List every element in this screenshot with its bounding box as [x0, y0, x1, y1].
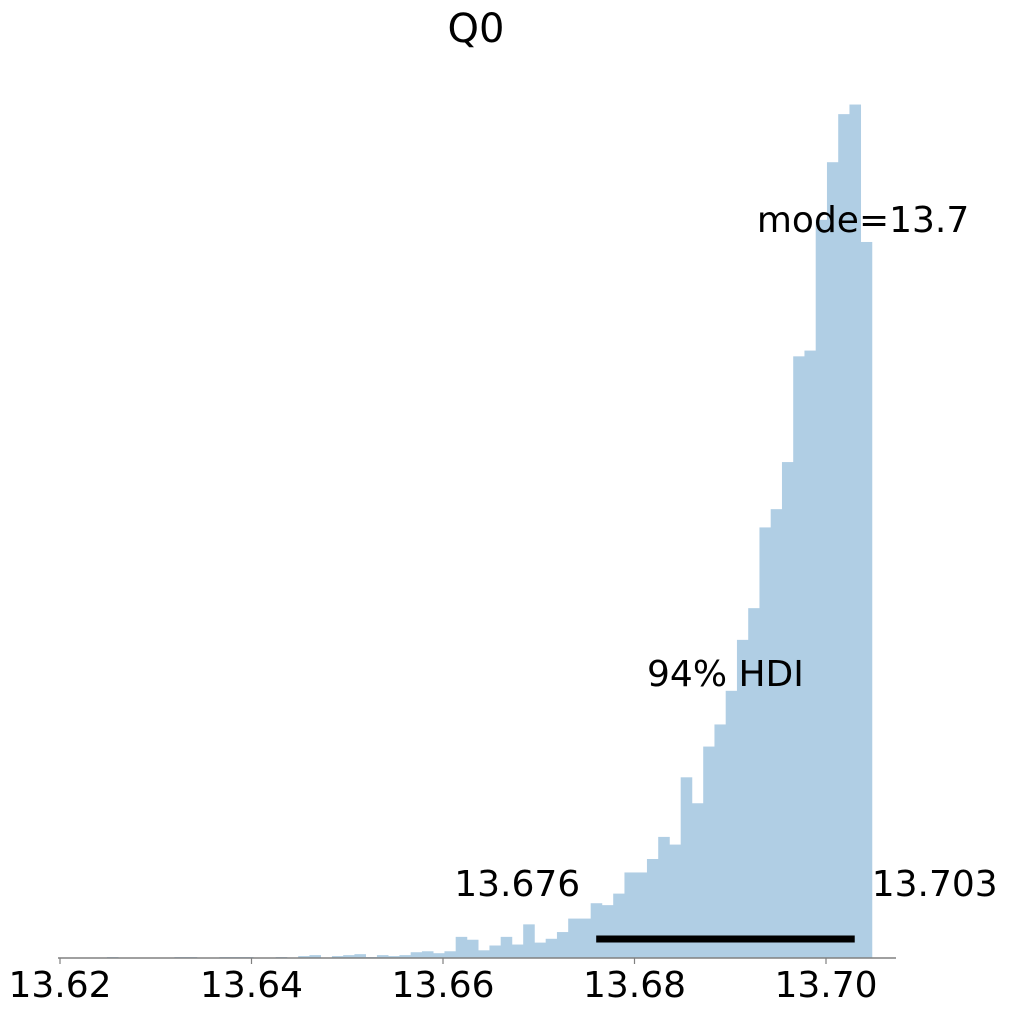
histogram-bar	[489, 945, 501, 958]
histogram-bar	[534, 942, 546, 958]
histogram-bar	[376, 955, 389, 958]
histogram-bar	[748, 608, 760, 958]
histogram-bar	[703, 746, 715, 958]
chart-title: Q0	[448, 6, 505, 52]
histogram-bar	[466, 939, 479, 958]
histogram-bar	[736, 639, 749, 958]
histogram-bar	[545, 938, 558, 958]
histogram-bar	[568, 918, 580, 958]
histogram-bar	[601, 905, 614, 958]
histogram-bar	[331, 956, 344, 958]
histogram-bar	[388, 956, 400, 958]
histogram-bars	[106, 104, 873, 959]
histogram-bar	[691, 803, 704, 958]
x-axis-ticks: 13.62 13.64 13.66 13.68 13.70	[8, 958, 878, 1006]
x-tick-label: 13.64	[200, 965, 303, 1006]
hdi-high-label: 13.703	[872, 864, 998, 905]
histogram-bar	[804, 350, 817, 959]
histogram-bar	[770, 509, 783, 958]
x-tick-label: 13.70	[774, 965, 877, 1006]
histogram-bar	[478, 950, 490, 958]
histogram-bar	[849, 104, 862, 958]
hdi-label: 94% HDI	[647, 654, 804, 695]
histogram-bar	[590, 903, 603, 958]
histogram-bar	[759, 527, 771, 958]
histogram-bar	[354, 954, 366, 958]
histogram-bar	[444, 951, 456, 958]
histogram-bar	[860, 241, 873, 959]
histogram-bar	[523, 924, 535, 958]
histogram-bar	[781, 462, 794, 958]
histogram-bar	[309, 955, 321, 958]
histogram-bar	[298, 956, 310, 958]
mode-label: mode=13.7	[757, 200, 969, 241]
histogram-bar	[793, 356, 805, 959]
histogram-bar	[815, 219, 828, 958]
histogram-bar	[579, 918, 591, 958]
histogram-bar	[511, 944, 524, 958]
histogram-bar	[556, 932, 569, 958]
x-tick-label: 13.62	[8, 965, 111, 1006]
histogram-bar	[613, 893, 625, 958]
histogram-bar	[410, 952, 423, 958]
histogram-bar	[838, 114, 850, 958]
histogram-bar	[725, 690, 738, 958]
histogram-bar	[680, 777, 693, 958]
histogram-bar	[421, 951, 434, 958]
histogram-bar	[669, 844, 681, 958]
histogram-bar	[455, 936, 468, 958]
histogram-bar	[500, 936, 513, 958]
histogram-bar	[433, 953, 445, 958]
histogram-bar	[658, 836, 670, 958]
histogram-bar	[826, 162, 839, 958]
x-tick-label: 13.66	[391, 965, 494, 1006]
histogram-bar	[714, 724, 726, 958]
histogram-bar	[635, 872, 648, 958]
histogram-bar	[624, 872, 636, 958]
histogram-bar	[343, 955, 355, 958]
x-tick-label: 13.68	[583, 965, 686, 1006]
histogram-bar	[399, 955, 411, 958]
histogram-bar	[646, 859, 659, 958]
hdi-low-label: 13.676	[454, 864, 580, 905]
